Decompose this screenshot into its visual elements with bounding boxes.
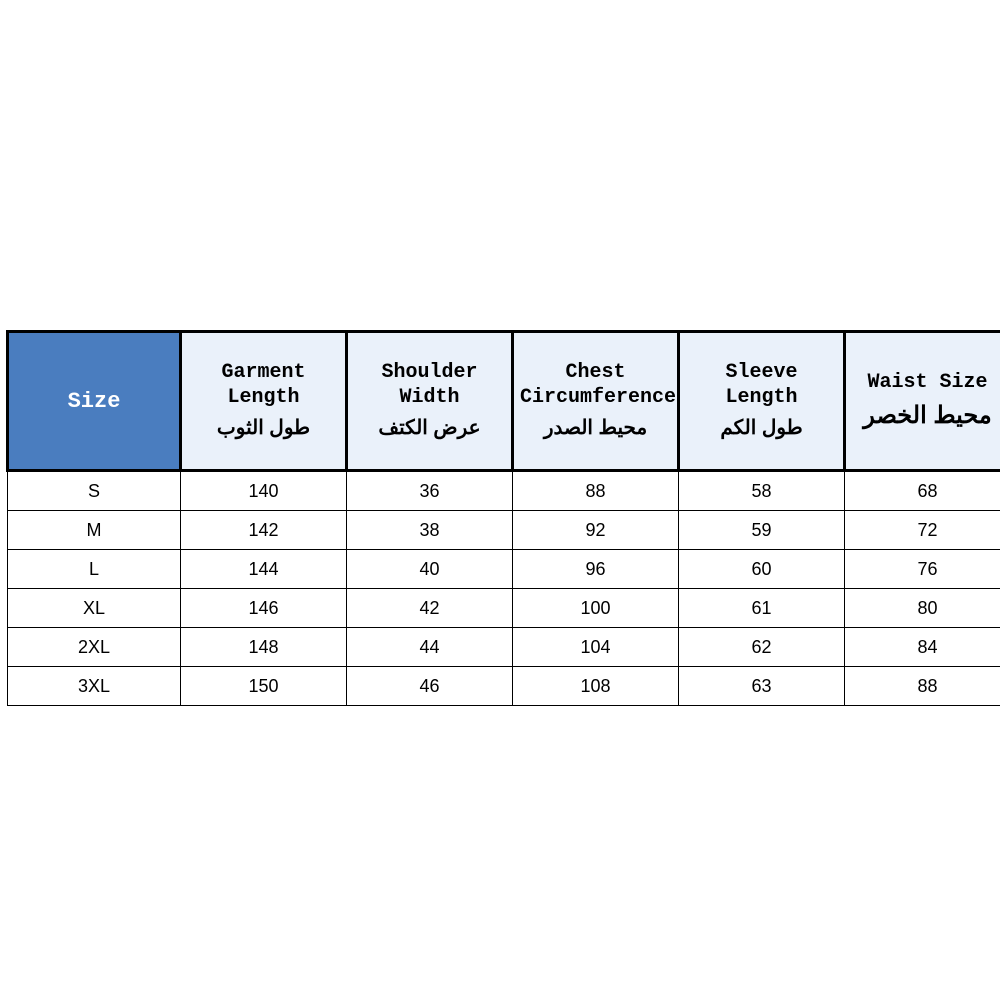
header-ar: عرض الكتف (348, 414, 511, 442)
size-cell: 3XL (8, 667, 181, 706)
value-cell: 46 (347, 667, 513, 706)
value-cell: 61 (679, 589, 845, 628)
value-cell: 146 (181, 589, 347, 628)
size-cell: M (8, 511, 181, 550)
size-cell: S (8, 471, 181, 511)
value-cell: 62 (679, 628, 845, 667)
size-cell: XL (8, 589, 181, 628)
table-row: S14036885868 (8, 471, 1000, 511)
value-cell: 58 (679, 471, 845, 511)
header-ar: طول الكم (680, 414, 843, 442)
value-cell: 148 (181, 628, 347, 667)
header-waist-size: Waist Size محيط الخصر (845, 332, 1000, 471)
table-body: S14036885868M14238925972L14440966076XL14… (8, 471, 1000, 706)
header-en: Shoulder Width (348, 360, 511, 410)
value-cell: 108 (513, 667, 679, 706)
value-cell: 88 (513, 471, 679, 511)
header-garment-length: Garment Length طول الثوب (181, 332, 347, 471)
value-cell: 140 (181, 471, 347, 511)
header-en: Waist Size (846, 370, 1000, 395)
value-cell: 84 (845, 628, 1000, 667)
value-cell: 76 (845, 550, 1000, 589)
header-ar: طول الثوب (182, 414, 345, 442)
value-cell: 88 (845, 667, 1000, 706)
header-size-label: Size (68, 389, 121, 414)
table-row: L14440966076 (8, 550, 1000, 589)
header-chest-circumference: Chest Circumference محيط الصدر (513, 332, 679, 471)
table-row: M14238925972 (8, 511, 1000, 550)
table-row: 2XL148441046284 (8, 628, 1000, 667)
header-sleeve-length: Sleeve Length طول الكم (679, 332, 845, 471)
value-cell: 100 (513, 589, 679, 628)
value-cell: 144 (181, 550, 347, 589)
size-chart-table: Size Garment Length طول الثوب Shoulder W… (6, 330, 1000, 706)
table-row: 3XL150461086388 (8, 667, 1000, 706)
header-en: Chest Circumference (514, 360, 677, 410)
header-en: Garment Length (182, 360, 345, 410)
value-cell: 38 (347, 511, 513, 550)
value-cell: 150 (181, 667, 347, 706)
value-cell: 96 (513, 550, 679, 589)
value-cell: 104 (513, 628, 679, 667)
header-ar: محيط الخصر (846, 399, 1000, 433)
value-cell: 142 (181, 511, 347, 550)
header-en: Sleeve Length (680, 360, 843, 410)
value-cell: 59 (679, 511, 845, 550)
header-size: Size (8, 332, 181, 471)
header-row: Size Garment Length طول الثوب Shoulder W… (8, 332, 1000, 471)
value-cell: 42 (347, 589, 513, 628)
value-cell: 80 (845, 589, 1000, 628)
size-cell: L (8, 550, 181, 589)
value-cell: 60 (679, 550, 845, 589)
size-chart-container: Size Garment Length طول الثوب Shoulder W… (6, 330, 990, 706)
size-cell: 2XL (8, 628, 181, 667)
value-cell: 63 (679, 667, 845, 706)
header-ar: محيط الصدر (514, 414, 677, 442)
header-shoulder-width: Shoulder Width عرض الكتف (347, 332, 513, 471)
table-row: XL146421006180 (8, 589, 1000, 628)
value-cell: 68 (845, 471, 1000, 511)
value-cell: 72 (845, 511, 1000, 550)
value-cell: 40 (347, 550, 513, 589)
value-cell: 36 (347, 471, 513, 511)
value-cell: 44 (347, 628, 513, 667)
value-cell: 92 (513, 511, 679, 550)
